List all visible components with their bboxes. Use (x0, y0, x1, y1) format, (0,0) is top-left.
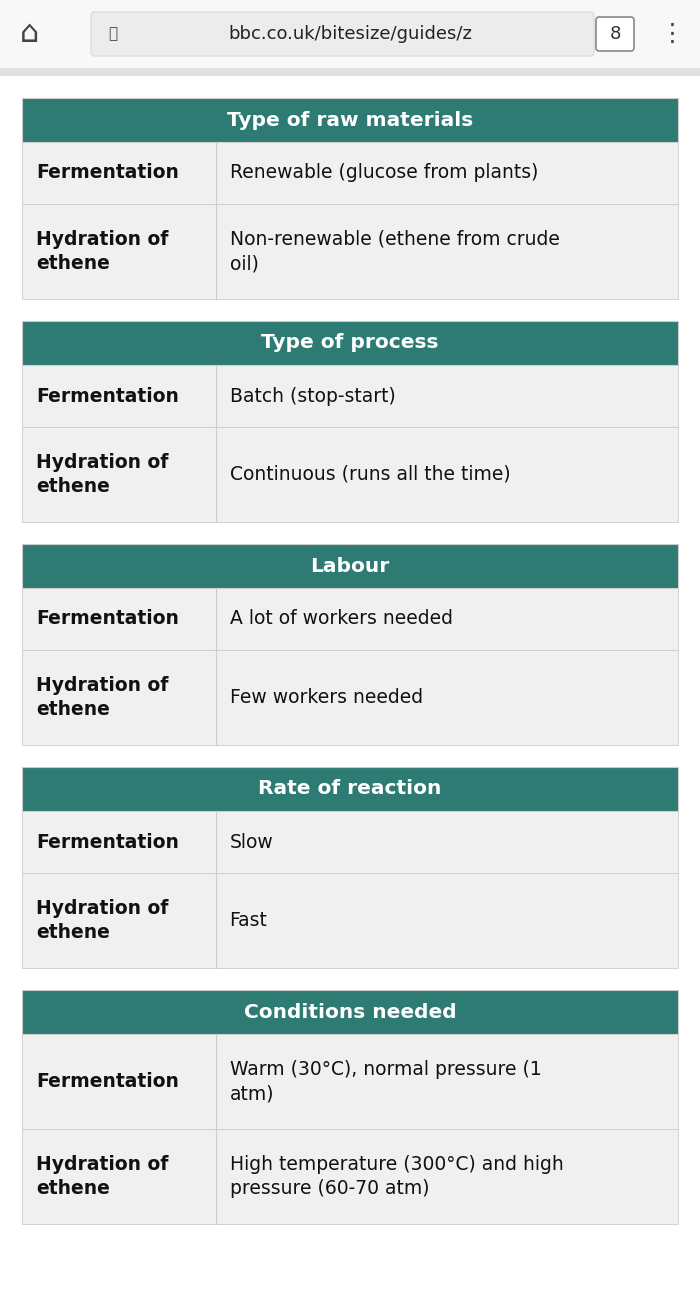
Text: Batch (stop-start): Batch (stop-start) (230, 387, 396, 405)
Text: Non-renewable (ethene from crude
oil): Non-renewable (ethene from crude oil) (230, 230, 559, 273)
Bar (22, 142, 678, 204)
Bar (22, 204, 678, 299)
Bar (22, 873, 678, 968)
Text: Slow: Slow (230, 832, 273, 851)
Text: Hydration of
ethene: Hydration of ethene (36, 1154, 169, 1198)
Bar (22, 1034, 678, 1128)
Bar (22, 1128, 678, 1224)
FancyBboxPatch shape (91, 12, 594, 56)
Text: Hydration of
ethene: Hydration of ethene (36, 899, 169, 942)
Bar (22, 650, 678, 745)
Text: Conditions needed: Conditions needed (244, 1003, 456, 1021)
Bar (22, 365, 678, 427)
FancyBboxPatch shape (596, 17, 634, 50)
Text: Fermentation: Fermentation (36, 1071, 179, 1091)
Bar (22, 767, 678, 811)
Text: Renewable (glucose from plants): Renewable (glucose from plants) (230, 163, 538, 182)
Bar (22, 811, 678, 873)
Text: Fermentation: Fermentation (36, 163, 179, 182)
Text: Fermentation: Fermentation (36, 387, 179, 405)
Text: ⌂: ⌂ (20, 19, 40, 48)
Text: Hydration of
ethene: Hydration of ethene (36, 230, 169, 273)
Bar (0, 69, 700, 76)
Text: 🔒: 🔒 (108, 26, 118, 41)
Bar (22, 98, 678, 142)
Bar (22, 990, 678, 1034)
Text: 8: 8 (609, 25, 621, 43)
Text: Warm (30°C), normal pressure (1
atm): Warm (30°C), normal pressure (1 atm) (230, 1060, 541, 1102)
Bar (22, 427, 678, 521)
Text: ⋮: ⋮ (659, 22, 685, 47)
Text: Fermentation: Fermentation (36, 832, 179, 851)
Text: Labour: Labour (310, 556, 390, 576)
Text: Hydration of
ethene: Hydration of ethene (36, 675, 169, 719)
Text: A lot of workers needed: A lot of workers needed (230, 609, 452, 629)
Text: Fast: Fast (230, 911, 267, 930)
Text: Type of raw materials: Type of raw materials (227, 110, 473, 129)
Text: Continuous (runs all the time): Continuous (runs all the time) (230, 465, 510, 484)
Text: Fermentation: Fermentation (36, 609, 179, 629)
Text: Rate of reaction: Rate of reaction (258, 779, 442, 798)
Text: Type of process: Type of process (261, 334, 439, 352)
Text: High temperature (300°C) and high
pressure (60-70 atm): High temperature (300°C) and high pressu… (230, 1154, 564, 1198)
Bar (22, 321, 678, 365)
Text: Few workers needed: Few workers needed (230, 688, 423, 707)
Text: Hydration of
ethene: Hydration of ethene (36, 453, 169, 496)
Bar (22, 587, 678, 650)
Bar (22, 543, 678, 587)
Bar (0, 0, 700, 69)
Text: bbc.co.uk/bitesize/guides/z: bbc.co.uk/bitesize/guides/z (229, 25, 472, 43)
